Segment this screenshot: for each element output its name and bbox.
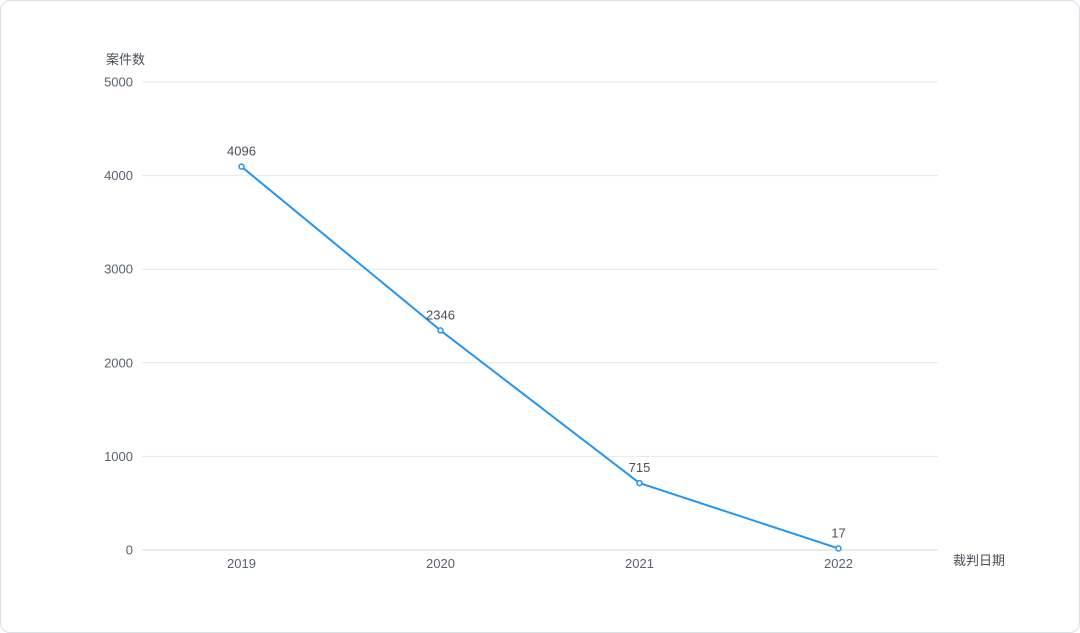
data-label: 715 xyxy=(629,460,651,475)
x-tick-label: 2019 xyxy=(227,556,256,571)
y-axis-title: 案件数 xyxy=(106,52,145,67)
y-tick-label: 3000 xyxy=(104,262,133,277)
data-point[interactable] xyxy=(238,163,245,170)
x-tick-label: 2022 xyxy=(824,556,853,571)
y-tick-label: 5000 xyxy=(104,75,133,90)
data-label: 17 xyxy=(831,525,845,540)
data-point[interactable] xyxy=(835,545,842,552)
y-axis: 0 1000 2000 3000 4000 5000 xyxy=(104,75,133,558)
data-point[interactable] xyxy=(437,327,444,334)
x-tick-label: 2020 xyxy=(426,556,455,571)
data-label: 4096 xyxy=(227,144,256,159)
grid-layer xyxy=(142,81,938,551)
x-tick-label: 2021 xyxy=(625,556,654,571)
series-line xyxy=(240,165,839,550)
data-labels: 4096 2346 715 17 xyxy=(227,144,846,541)
x-axis: 2019 2020 2021 2022 xyxy=(227,556,853,571)
y-tick-label: 2000 xyxy=(104,355,133,370)
y-tick-label: 1000 xyxy=(104,449,133,464)
data-label: 2346 xyxy=(426,307,455,322)
series-case-count xyxy=(238,163,842,552)
y-tick-label: 0 xyxy=(126,543,133,558)
x-axis-title: 裁判日期 xyxy=(953,553,1005,568)
y-tick-label: 4000 xyxy=(104,168,133,183)
data-point[interactable] xyxy=(636,479,643,487)
